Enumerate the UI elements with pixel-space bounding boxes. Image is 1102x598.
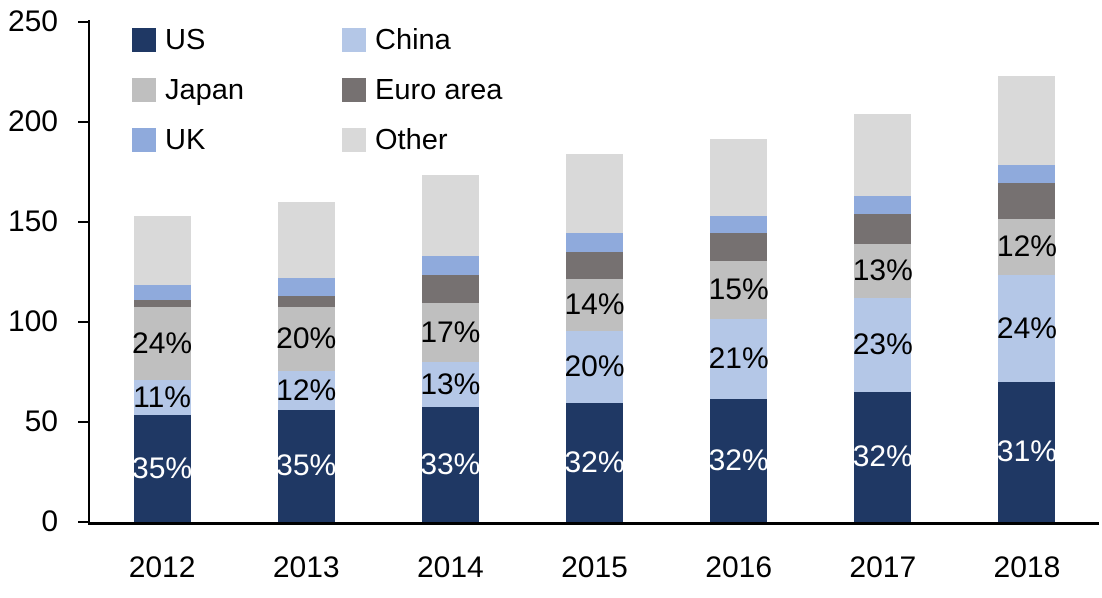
x-axis-label-2018: 2018 [993, 551, 1061, 584]
segment-other-2016 [710, 139, 768, 216]
segment-china-2015 [566, 331, 623, 403]
segment-other-2015 [566, 154, 623, 233]
x-axis-label-2014: 2014 [416, 551, 484, 584]
segment-us-2018 [998, 382, 1056, 522]
legend-item-us: US [132, 23, 205, 57]
segment-euro-area-2016 [710, 233, 768, 261]
x-axis-label-2015: 2015 [561, 551, 628, 584]
segment-other-2017 [854, 114, 912, 196]
segment-us-2014 [421, 407, 479, 522]
segment-us-2012 [133, 415, 191, 522]
y-tick-150 [78, 221, 88, 223]
segment-uk-2017 [854, 196, 912, 214]
segment-china-2014 [421, 362, 479, 407]
segment-china-2016 [710, 319, 768, 399]
segment-us-2017 [854, 392, 912, 522]
legend-item-euro-area: Euro area [342, 73, 502, 107]
segment-us-2015 [566, 403, 623, 522]
legend-item-china: China [342, 23, 451, 57]
legend-label-china: China [375, 23, 451, 56]
segment-japan-2018 [998, 219, 1056, 275]
segment-china-2017 [854, 298, 912, 392]
y-axis-line [88, 20, 90, 525]
legend-label-us: US [165, 23, 206, 56]
legend-label-other: Other [375, 123, 448, 156]
y-tick-label-50: 50 [24, 405, 58, 438]
segment-china-2018 [998, 275, 1056, 382]
segment-other-2013 [277, 202, 335, 278]
legend-item-other: Other [342, 123, 448, 157]
segment-uk-2018 [998, 165, 1056, 183]
segment-uk-2013 [277, 278, 335, 296]
legend-swatch-japan [132, 78, 156, 102]
y-tick-label-150: 150 [7, 205, 58, 238]
segment-other-2018 [998, 76, 1056, 165]
y-tick-50 [78, 421, 88, 423]
legend-swatch-uk [132, 128, 156, 152]
x-axis-label-2013: 2013 [272, 551, 340, 584]
y-tick-label-100: 100 [7, 305, 58, 338]
legend-item-japan: Japan [132, 73, 244, 107]
y-tick-label-250: 250 [7, 5, 58, 38]
legend-swatch-other [342, 128, 366, 152]
segment-japan-2014 [421, 303, 479, 362]
segment-other-2014 [421, 175, 479, 256]
segment-us-2013 [277, 410, 335, 522]
y-tick-200 [78, 121, 88, 123]
segment-uk-2012 [133, 285, 191, 300]
x-axis-label-2017: 2017 [849, 551, 917, 584]
segment-japan-2017 [854, 244, 912, 298]
legend-label-japan: Japan [165, 73, 245, 106]
segment-japan-2016 [710, 261, 768, 319]
x-axis-label-2012: 2012 [128, 551, 196, 584]
x-axis-baseline [88, 522, 1099, 525]
y-tick-label-200: 200 [7, 105, 58, 138]
x-axis-label-2016: 2016 [705, 551, 773, 584]
legend-label-euro-area: Euro area [375, 73, 503, 106]
legend-swatch-us [132, 28, 156, 52]
segment-uk-2015 [566, 233, 623, 252]
segment-uk-2014 [421, 256, 479, 275]
y-tick-250 [78, 21, 88, 23]
segment-other-2012 [133, 216, 191, 285]
segment-uk-2016 [710, 216, 768, 233]
segment-us-2016 [710, 399, 768, 522]
segment-japan-2012 [133, 307, 191, 380]
segment-china-2013 [277, 371, 335, 410]
segment-euro-area-2017 [854, 214, 912, 244]
legend-swatch-china [342, 28, 366, 52]
y-tick-0 [78, 521, 88, 523]
legend-item-uk: UK [132, 123, 205, 157]
segment-japan-2013 [277, 307, 335, 371]
segment-euro-area-2013 [277, 296, 335, 307]
legend-label-uk: UK [165, 123, 206, 156]
segment-euro-area-2018 [998, 183, 1056, 219]
segment-euro-area-2015 [566, 252, 623, 279]
segment-euro-area-2014 [421, 275, 479, 303]
legend-swatch-euro-area [342, 78, 366, 102]
segment-euro-area-2012 [133, 300, 191, 307]
segment-china-2012 [133, 380, 191, 415]
segment-japan-2015 [566, 279, 623, 331]
y-tick-100 [78, 321, 88, 323]
y-tick-label-0: 0 [41, 505, 58, 538]
